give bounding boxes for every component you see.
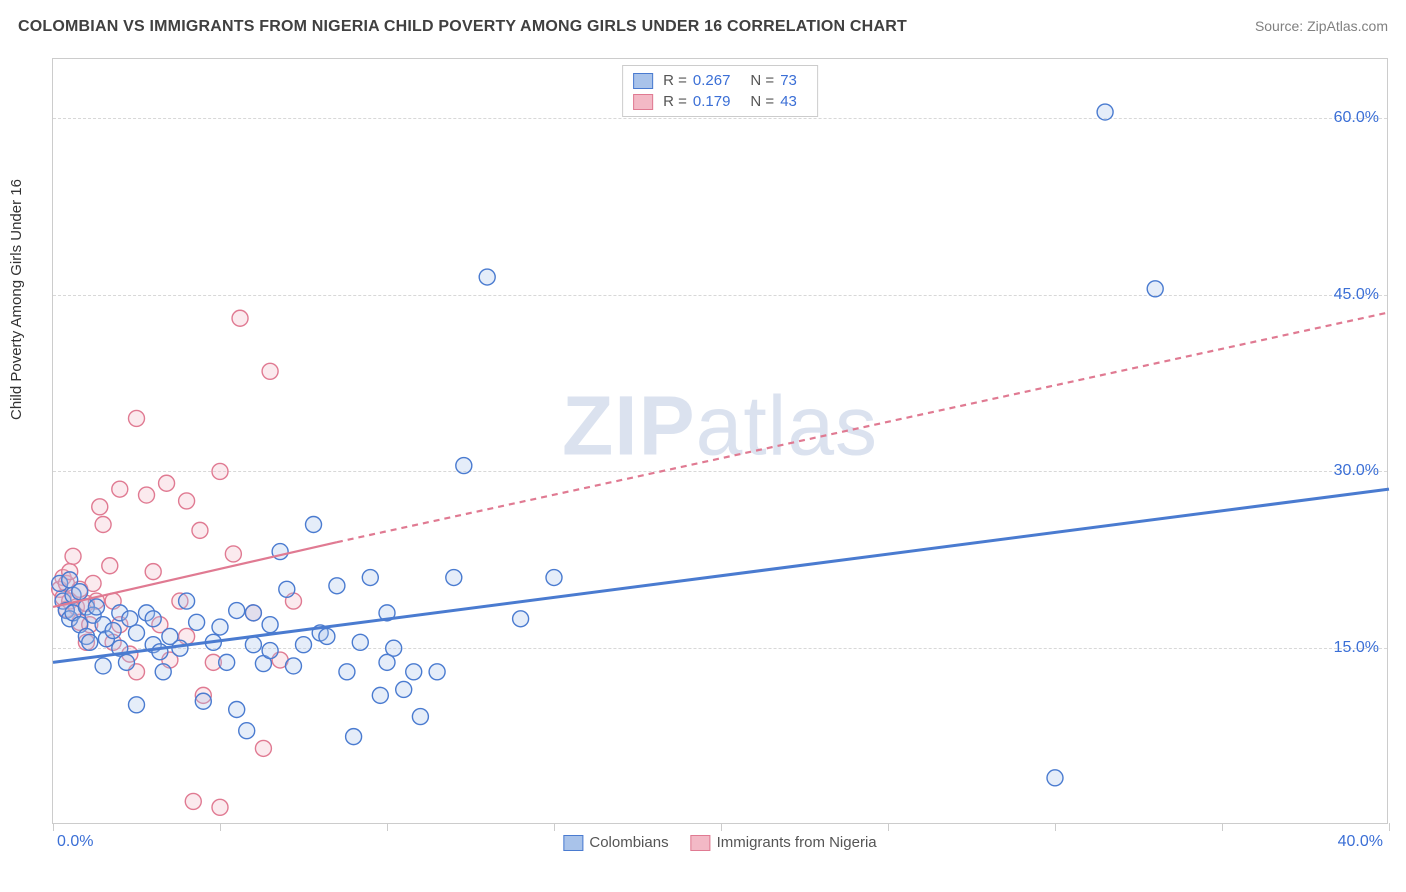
swatch-colombians: [563, 835, 583, 851]
chart-plot-area: ZIPatlas 15.0%30.0%45.0%60.0% R = 0.267 …: [52, 58, 1388, 824]
colombians-point: [339, 664, 355, 680]
x-tick: [1055, 823, 1056, 831]
colombians-point: [306, 516, 322, 532]
colombians-point: [329, 578, 345, 594]
chart-title: COLOMBIAN VS IMMIGRANTS FROM NIGERIA CHI…: [18, 18, 907, 36]
scatter-svg: [53, 59, 1387, 823]
nigeria-point: [192, 522, 208, 538]
trend-line: [337, 312, 1389, 542]
x-tick: [888, 823, 889, 831]
legend-row-colombians: R = 0.267 N = 73: [633, 70, 807, 91]
series-legend: Colombians Immigrants from Nigeria: [563, 834, 876, 851]
colombians-point: [82, 634, 98, 650]
nigeria-point: [212, 799, 228, 815]
nigeria-point: [262, 363, 278, 379]
colombians-point: [72, 584, 88, 600]
legend-item-nigeria: Immigrants from Nigeria: [691, 834, 877, 851]
colombians-point: [145, 611, 161, 627]
colombians-point: [406, 664, 422, 680]
x-tick: [1222, 823, 1223, 831]
colombians-point: [513, 611, 529, 627]
colombians-point: [172, 640, 188, 656]
nigeria-point: [65, 548, 81, 564]
colombians-point: [296, 637, 312, 653]
y-axis-label: Child Poverty Among Girls Under 16: [8, 179, 25, 420]
swatch-nigeria: [633, 94, 653, 110]
colombians-point: [239, 723, 255, 739]
x-tick: [53, 823, 54, 831]
swatch-nigeria: [691, 835, 711, 851]
colombians-point: [319, 628, 335, 644]
colombians-point: [245, 605, 261, 621]
colombians-point: [129, 625, 145, 641]
x-tick: [387, 823, 388, 831]
colombians-point: [1147, 281, 1163, 297]
colombians-point: [372, 687, 388, 703]
trend-line: [53, 489, 1389, 662]
legend-row-nigeria: R = 0.179 N = 43: [633, 91, 807, 112]
colombians-point: [219, 654, 235, 670]
colombians-point: [189, 614, 205, 630]
colombians-point: [396, 681, 412, 697]
colombians-point: [152, 644, 168, 660]
colombians-point: [229, 603, 245, 619]
nigeria-point: [95, 516, 111, 532]
colombians-point: [429, 664, 445, 680]
colombians-point: [129, 697, 145, 713]
nigeria-point: [225, 546, 241, 562]
x-tick: [220, 823, 221, 831]
colombians-point: [546, 570, 562, 586]
colombians-point: [386, 640, 402, 656]
nigeria-point: [92, 499, 108, 515]
legend-item-colombians: Colombians: [563, 834, 668, 851]
nigeria-point: [212, 463, 228, 479]
colombians-point: [229, 702, 245, 718]
colombians-point: [1047, 770, 1063, 786]
colombians-point: [285, 658, 301, 674]
swatch-colombians: [633, 73, 653, 89]
colombians-point: [262, 643, 278, 659]
colombians-point: [346, 729, 362, 745]
nigeria-point: [129, 410, 145, 426]
correlation-legend: R = 0.267 N = 73 R = 0.179 N = 43: [622, 65, 818, 117]
colombians-point: [362, 570, 378, 586]
nigeria-point: [159, 475, 175, 491]
nigeria-point: [232, 310, 248, 326]
colombians-point: [105, 623, 121, 639]
colombians-point: [352, 634, 368, 650]
colombians-point: [95, 658, 111, 674]
colombians-point: [279, 581, 295, 597]
colombians-point: [155, 664, 171, 680]
nigeria-point: [102, 558, 118, 574]
colombians-point: [412, 709, 428, 725]
x-tick-label-max: 40.0%: [1338, 833, 1383, 851]
colombians-point: [446, 570, 462, 586]
nigeria-point: [139, 487, 155, 503]
colombians-point: [479, 269, 495, 285]
x-tick-label-min: 0.0%: [57, 833, 93, 851]
nigeria-point: [179, 493, 195, 509]
colombians-point: [88, 599, 104, 615]
colombians-point: [179, 593, 195, 609]
colombians-point: [262, 617, 278, 633]
colombians-point: [195, 693, 211, 709]
colombians-point: [212, 619, 228, 635]
nigeria-point: [255, 740, 271, 756]
nigeria-point: [112, 481, 128, 497]
nigeria-point: [185, 793, 201, 809]
x-tick: [554, 823, 555, 831]
x-tick: [1389, 823, 1390, 831]
colombians-point: [118, 654, 134, 670]
colombians-point: [1097, 104, 1113, 120]
colombians-point: [456, 458, 472, 474]
x-tick: [721, 823, 722, 831]
nigeria-point: [145, 564, 161, 580]
colombians-point: [245, 637, 261, 653]
source-attribution: Source: ZipAtlas.com: [1255, 18, 1388, 34]
